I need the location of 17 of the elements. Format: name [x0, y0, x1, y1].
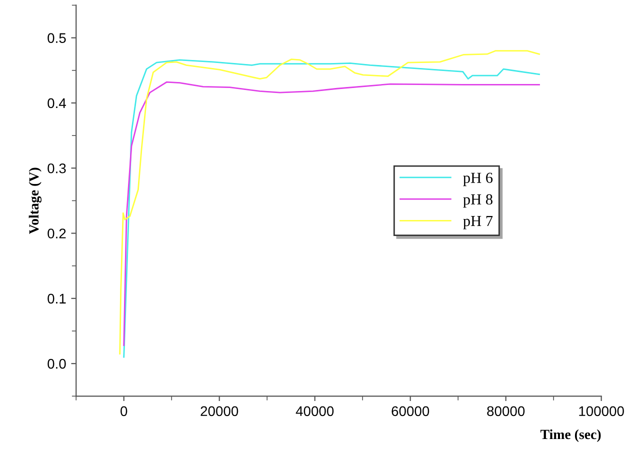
x-tick-label: 60000: [392, 406, 430, 416]
y-tick-label: 0.3: [48, 163, 66, 174]
y-tick-label: 0.0: [48, 358, 66, 369]
legend-label: pH 8: [463, 194, 492, 208]
x-tick-label: 20000: [200, 406, 238, 416]
x-tick-label: 40000: [296, 406, 334, 416]
legend-label: pH 7: [463, 216, 493, 230]
legend-label: pH 6: [463, 172, 493, 186]
y-axis-title: Voltage (V): [28, 168, 42, 234]
y-tick-label: 0.2: [48, 228, 66, 238]
x-axis-title: Time (sec): [540, 429, 601, 442]
x-tick-label: 0: [120, 406, 128, 416]
x-tick-label: 80000: [487, 406, 525, 416]
x-tick-label: 100000: [579, 406, 624, 416]
y-tick-label: 0.1: [48, 294, 66, 304]
y-tick-label: 0.5: [48, 33, 66, 43]
y-tick-label: 0.4: [48, 98, 66, 108]
